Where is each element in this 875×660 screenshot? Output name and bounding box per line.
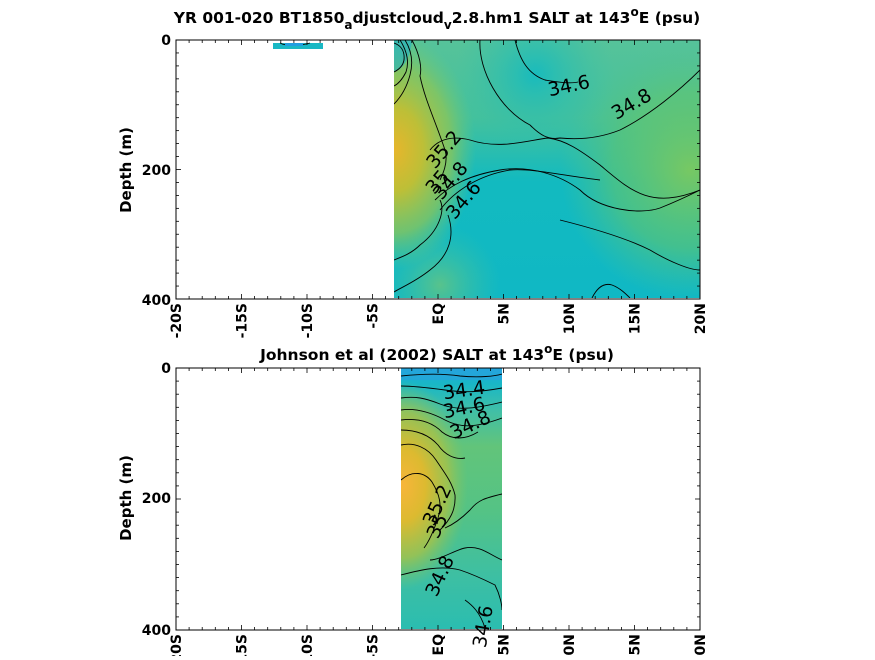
top-xtick-label: -5S bbox=[366, 303, 382, 329]
top-ticks bbox=[175, 39, 701, 300]
top-xtick-label: -15S bbox=[235, 303, 251, 338]
top-ylabel: Depth (m) bbox=[117, 127, 135, 213]
top-ytick-200: 200 bbox=[142, 163, 171, 179]
top-xtick-labels: -20S -15S -10S -5S EQ 5N 10N 15N 20N bbox=[169, 303, 709, 338]
top-contours bbox=[394, 40, 700, 298]
top-xtick-label: 15N bbox=[628, 303, 644, 334]
bottom-panel: Johnson et al (2002) SALT at 143oE (psu)… bbox=[117, 342, 709, 660]
bottom-xtick-label: 15N bbox=[628, 634, 644, 656]
top-title: YR 001-020 BT1850adjustcloudv2.8.hm1 SAL… bbox=[173, 5, 700, 32]
top-xtick-label: -20S bbox=[169, 303, 185, 338]
top-colormap bbox=[394, 40, 700, 298]
bottom-xtick-label: EQ bbox=[431, 634, 447, 656]
top-small-patch bbox=[273, 42, 323, 49]
bottom-ticks bbox=[175, 367, 701, 631]
bottom-xtick-label: -20S bbox=[169, 634, 185, 656]
bottom-xtick-label: 5N bbox=[497, 634, 513, 655]
bottom-xtick-label: 20N bbox=[693, 634, 709, 656]
top-xtick-label: 10N bbox=[562, 303, 578, 334]
top-xtick-label: 5N bbox=[497, 303, 513, 324]
bottom-xtick-label: -5S bbox=[366, 634, 382, 656]
bottom-ytick-400: 400 bbox=[142, 623, 171, 639]
top-panel: YR 001-020 BT1850adjustcloudv2.8.hm1 SAL… bbox=[117, 5, 709, 338]
top-xtick-label: EQ bbox=[431, 303, 447, 325]
bottom-xtick-labels: -20S -15S -10S -5S EQ 5N 10N 15N 20N bbox=[169, 634, 709, 660]
bottom-title: Johnson et al (2002) SALT at 143oE (psu) bbox=[259, 342, 614, 364]
top-xtick-label: 20N bbox=[693, 303, 709, 334]
top-ytick-0: 0 bbox=[161, 33, 171, 49]
bottom-contours bbox=[401, 373, 502, 629]
bottom-xtick-label: 10N bbox=[562, 634, 578, 656]
bottom-xtick-label: -10S bbox=[300, 634, 316, 656]
top-ytick-400: 400 bbox=[142, 293, 171, 309]
top-xtick-label: -10S bbox=[300, 303, 316, 338]
bottom-ytick-200: 200 bbox=[142, 491, 171, 507]
bottom-xtick-label: -15S bbox=[235, 634, 251, 656]
bottom-ytick-0: 0 bbox=[161, 361, 171, 377]
bottom-ylabel: Depth (m) bbox=[117, 455, 135, 541]
